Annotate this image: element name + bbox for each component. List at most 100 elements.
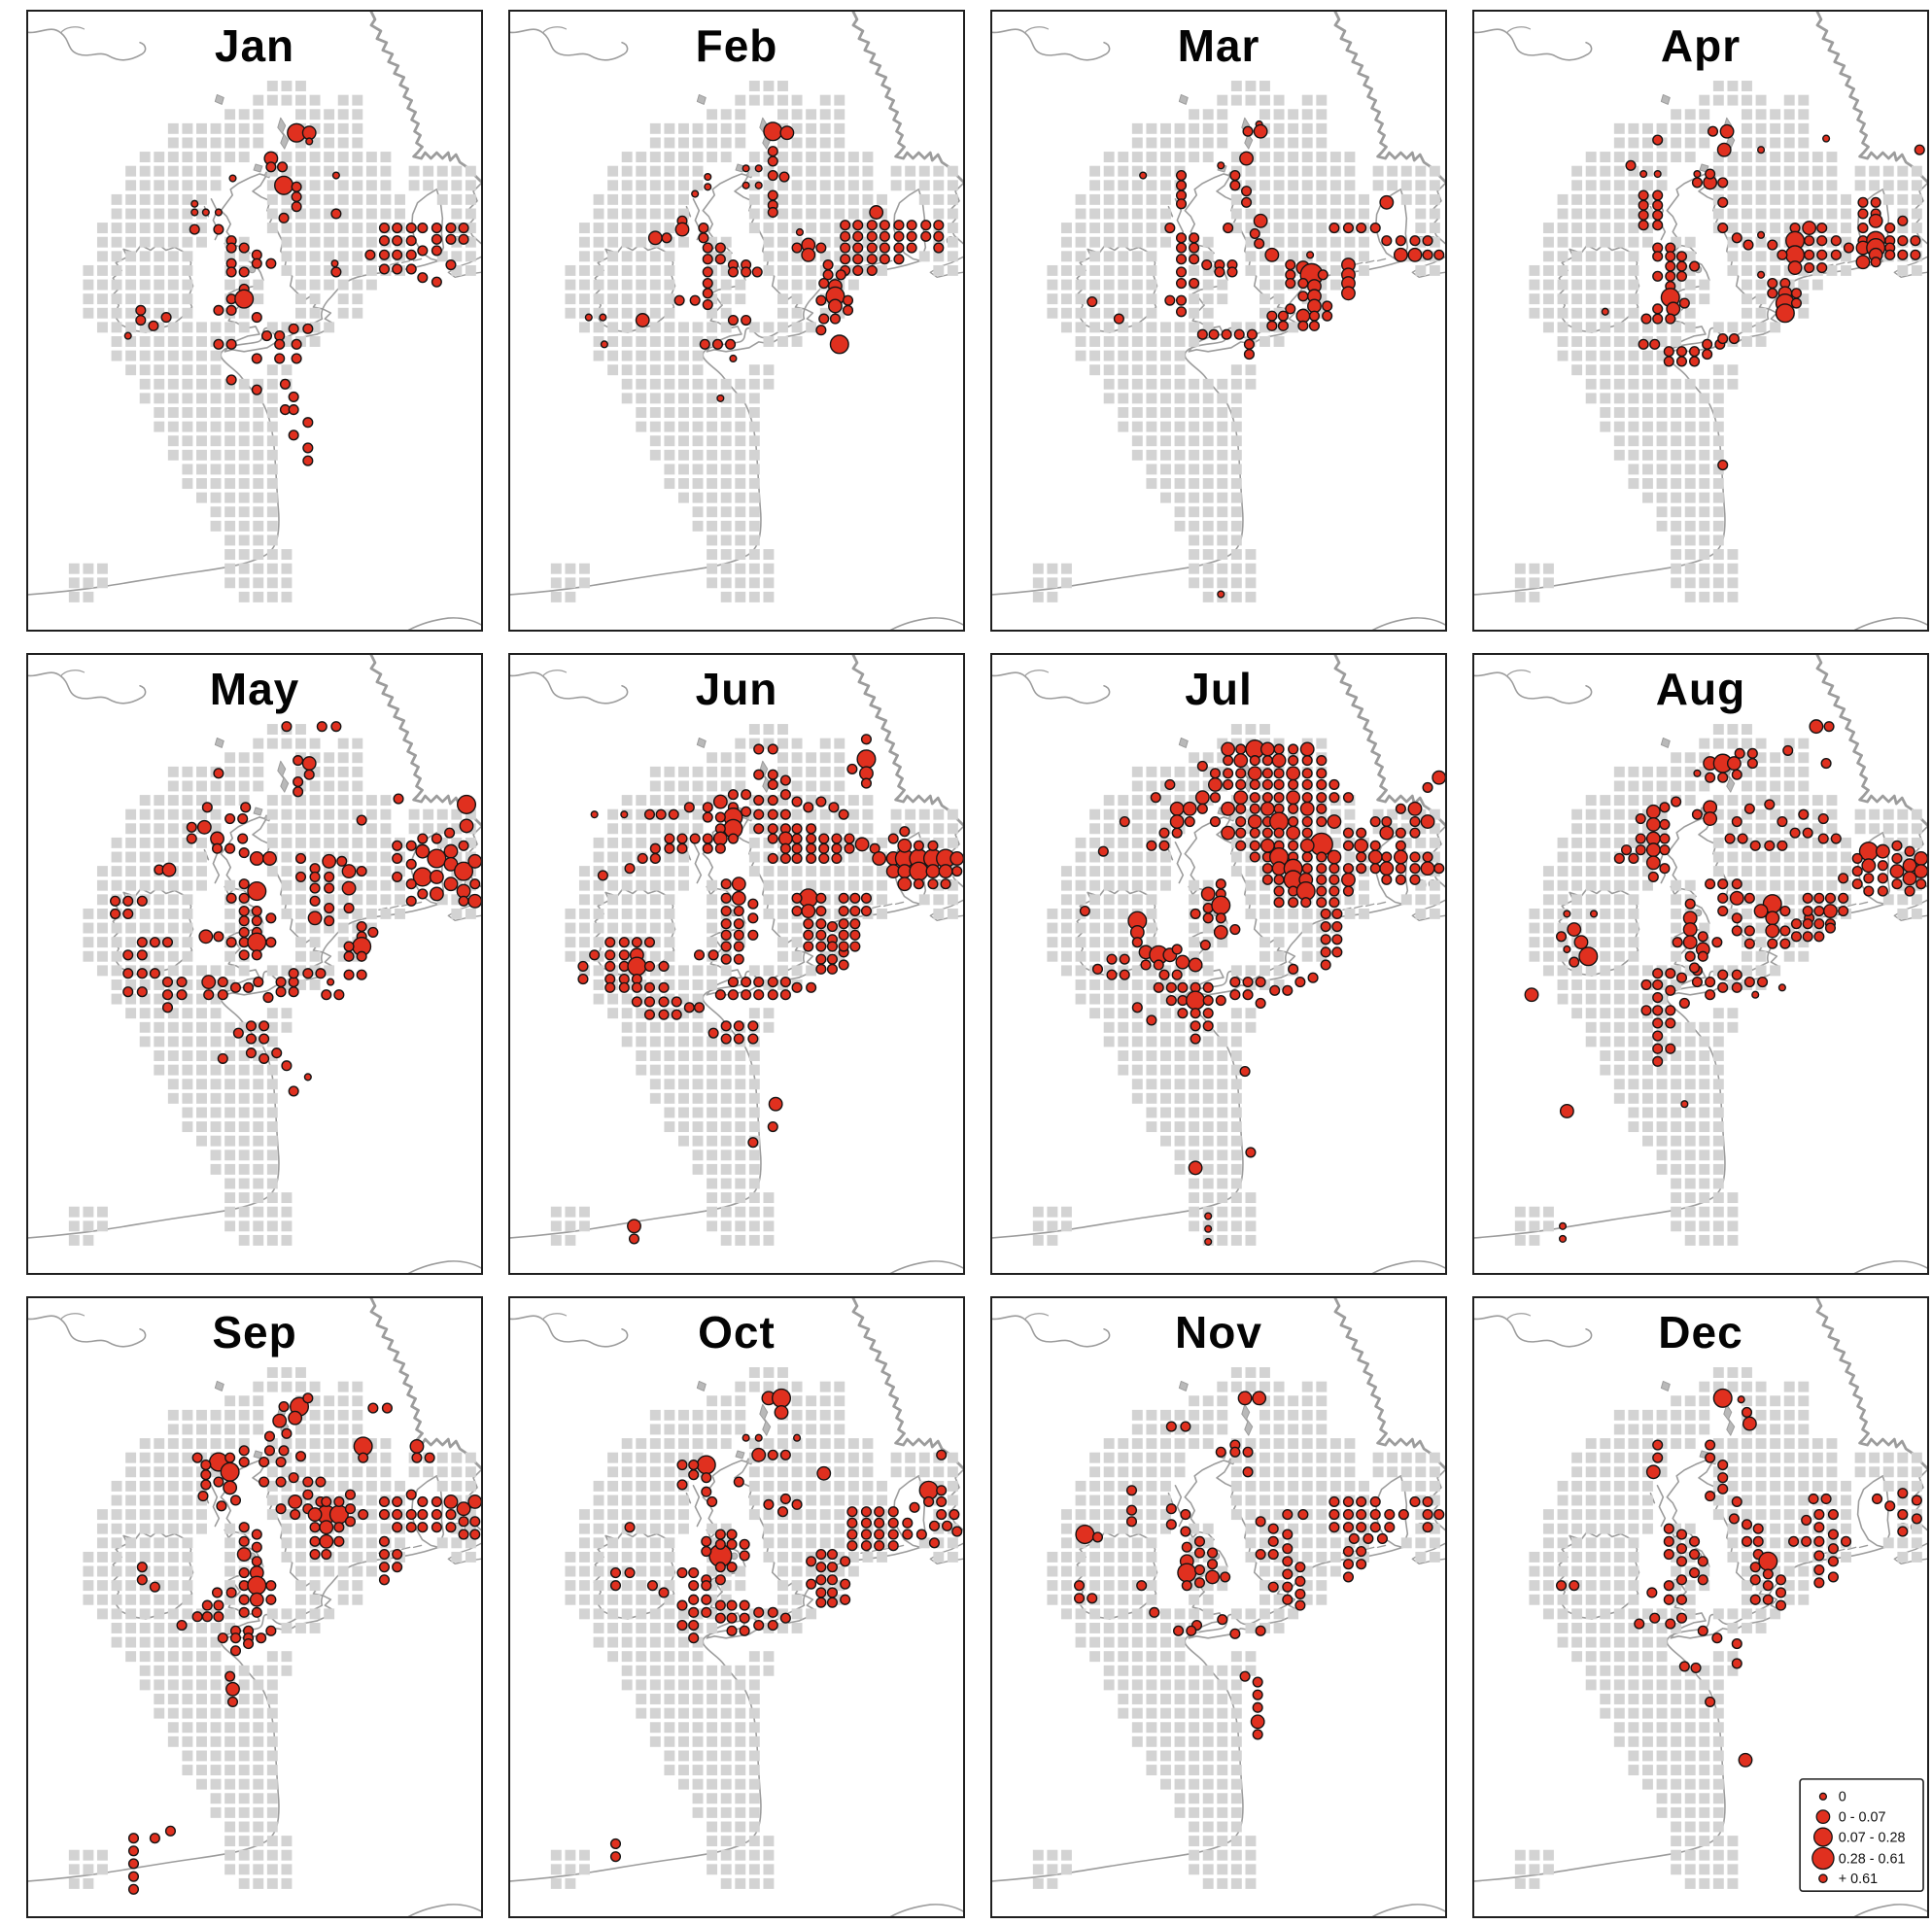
hebrides-islands [685, 1484, 703, 1528]
map-panel-oct: Oct [508, 1296, 965, 1918]
map-panel-aug: Aug [1472, 653, 1929, 1275]
hebrides-islands [685, 197, 703, 241]
abundance-bubbles [584, 121, 945, 402]
abundance-bubbles [1079, 739, 1445, 1246]
ireland-coast [111, 1529, 194, 1620]
norway-coast [1815, 655, 1927, 827]
survey-grid-squares [68, 724, 476, 1246]
survey-grid-squares [1514, 1367, 1922, 1889]
hebrides-islands [1167, 841, 1185, 884]
norway-coast [369, 1298, 481, 1470]
map-jun [510, 655, 963, 1273]
map-dec: 0 0 - 0.07 0.07 - 0.28 0.28 - 0.61 + 0.61 [1474, 1298, 1927, 1916]
faroe-islands [214, 737, 224, 748]
map-sep [28, 1298, 481, 1916]
shetland-islands [1723, 1403, 1736, 1436]
mediterranean-coast [889, 1904, 963, 1916]
survey-grid-squares [68, 81, 476, 602]
size-legend: 0 0 - 0.07 0.07 - 0.28 0.28 - 0.61 + 0.61 [1799, 1778, 1924, 1892]
iceland-coast [1474, 28, 1593, 61]
survey-grid-squares [1514, 81, 1922, 602]
abundance-bubbles [123, 122, 469, 466]
norway-coast [851, 1298, 963, 1470]
norway-coast [1333, 1298, 1445, 1470]
legend-bubble-icon [1818, 1873, 1828, 1884]
map-panel-nov: Nov [990, 1296, 1447, 1918]
ireland-coast [1557, 243, 1640, 333]
map-panel-mar: Mar [990, 10, 1447, 632]
legend-label: 0 [1839, 1790, 1846, 1805]
mediterranean-coast [407, 1904, 481, 1916]
norway-coast [1815, 1298, 1927, 1470]
monthly-map-grid: Jan Feb Mar Apr May Jun Jul Aug Sep Oct Nov Dec 0 0 -… [26, 10, 1929, 1918]
mediterranean-coast [889, 1260, 963, 1273]
map-nov [992, 1298, 1445, 1916]
abundance-bubbles [127, 1392, 481, 1895]
orkney-islands [253, 163, 263, 173]
abundance-bubbles [1555, 1388, 1922, 1768]
faroe-islands [696, 737, 707, 748]
faroe-islands [1660, 1380, 1671, 1391]
map-panel-dec: Dec 0 0 - 0.07 0.07 - 0.28 0.28 - 0.61 + 0.61 [1472, 1296, 1929, 1918]
mediterranean-coast [1371, 1260, 1445, 1273]
norway-coast [851, 655, 963, 827]
faroe-islands [1178, 1380, 1189, 1391]
norway-coast [369, 12, 481, 184]
hebrides-islands [685, 841, 703, 884]
shetland-islands [277, 760, 290, 793]
iceland-coast [28, 1315, 147, 1348]
abundance-bubbles [609, 1388, 963, 1863]
survey-grid-squares [1032, 81, 1440, 602]
abundance-bubbles [1524, 719, 1927, 1243]
shetland-islands [1241, 1403, 1254, 1436]
map-panel-feb: Feb [508, 10, 965, 632]
faroe-islands [696, 1380, 707, 1391]
map-panel-jul: Jul [990, 653, 1447, 1275]
mediterranean-coast [889, 617, 963, 630]
iceland-coast [28, 671, 147, 704]
mediterranean-coast [407, 617, 481, 630]
abundance-bubbles [1073, 1391, 1445, 1740]
iceland-coast-detail [542, 670, 568, 677]
iceland-coast-detail [1024, 1313, 1050, 1321]
map-oct [510, 1298, 963, 1916]
hebrides-islands [1649, 1484, 1667, 1528]
map-panel-may: May [26, 653, 483, 1275]
iceland-coast-detail [1506, 670, 1532, 677]
mediterranean-coast [407, 1260, 481, 1273]
map-panel-sep: Sep [26, 1296, 483, 1918]
iceland-coast-detail [1024, 26, 1050, 34]
legend-label: 0.07 - 0.28 [1839, 1830, 1906, 1845]
orkney-islands [253, 807, 263, 816]
map-apr [1474, 12, 1927, 630]
iceland-coast [992, 1315, 1111, 1348]
iceland-coast [992, 671, 1111, 704]
survey-grid-squares [550, 81, 958, 602]
faroe-islands [696, 93, 707, 105]
faroe-islands [1660, 93, 1671, 105]
legend-bubble-icon [1815, 1809, 1831, 1825]
iceland-coast [1474, 1315, 1593, 1348]
iceland-coast-detail [1024, 670, 1050, 677]
abundance-bubbles [577, 734, 963, 1245]
faroe-islands [1178, 737, 1189, 748]
mediterranean-coast [1853, 617, 1927, 630]
iceland-coast [28, 28, 147, 61]
iceland-coast-detail [60, 670, 86, 677]
legend-bubble-icon [1812, 1827, 1833, 1847]
iceland-coast-detail [60, 26, 86, 34]
map-jul [992, 655, 1445, 1273]
ireland-coast [1557, 1529, 1640, 1620]
abundance-bubbles [109, 721, 481, 1097]
orkney-islands [253, 1450, 263, 1460]
mediterranean-coast [1371, 1904, 1445, 1916]
norway-coast [851, 12, 963, 184]
iceland-coast-detail [542, 1313, 568, 1321]
map-mar [992, 12, 1445, 630]
faroe-islands [1660, 737, 1671, 748]
iceland-coast-detail [60, 1313, 86, 1321]
faroe-islands [1178, 93, 1189, 105]
map-jan [28, 12, 481, 630]
map-aug [1474, 655, 1927, 1273]
